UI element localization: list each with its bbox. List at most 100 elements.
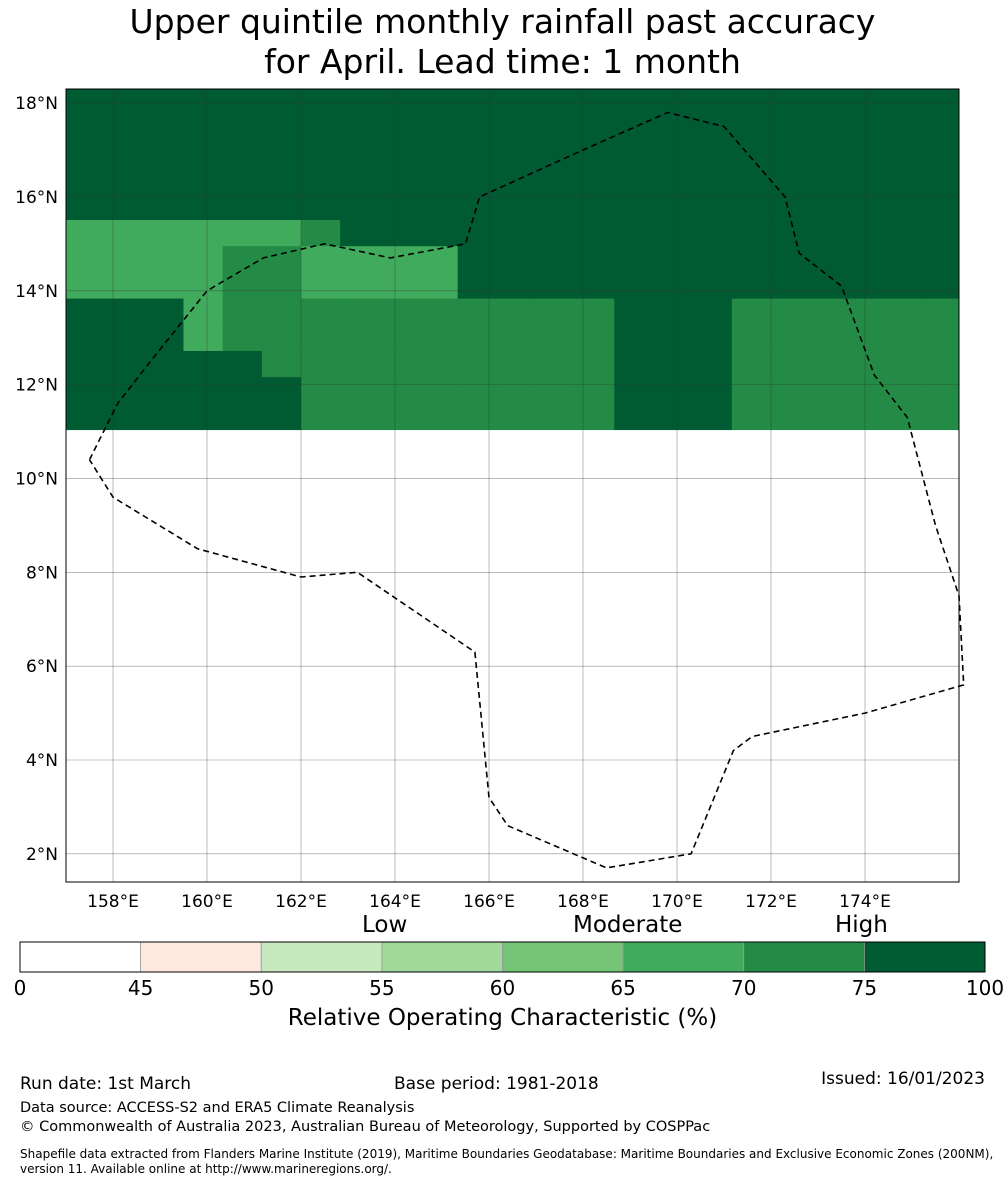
grid-cell <box>888 298 929 326</box>
grid-cell <box>222 89 263 116</box>
grid-cell <box>418 89 459 116</box>
grid-cell <box>183 246 224 273</box>
grid-cell <box>575 141 615 169</box>
run-date: Run date: 1st March <box>20 1074 192 1094</box>
grid-cell <box>300 167 341 195</box>
grid-cell <box>731 272 772 300</box>
grid-cell <box>105 193 145 221</box>
grid-cell <box>496 167 537 195</box>
grid-cell <box>222 115 263 142</box>
grid-cell <box>418 298 459 326</box>
grid-cell <box>300 272 341 300</box>
grid-cell <box>575 115 615 142</box>
grid-cell <box>888 350 929 378</box>
grid-cell <box>457 272 498 300</box>
grid-cell <box>927 403 960 431</box>
grid-cell <box>653 350 694 378</box>
grid-cell <box>692 324 733 352</box>
grid-cell <box>692 350 733 378</box>
grid-cell <box>535 377 576 404</box>
grid-cell <box>731 167 772 195</box>
grid-cell <box>535 324 576 352</box>
grid-cell <box>927 350 960 378</box>
grid-cell <box>457 89 498 116</box>
grid-cell <box>849 115 889 142</box>
grid-cell <box>653 89 694 116</box>
grid-cell <box>457 167 498 195</box>
grid-cell <box>614 298 654 326</box>
grid-cell <box>261 219 302 247</box>
latitude-label: 8°N <box>26 563 58 583</box>
grid-cell <box>496 115 537 142</box>
base-period: Base period: 1981-2018 <box>394 1074 599 1094</box>
grid-cell <box>614 272 654 300</box>
grid-cell <box>66 167 106 195</box>
map-title: Upper quintile monthly rainfall past acc… <box>0 2 1005 82</box>
grid-cell <box>653 377 694 404</box>
grid-cell <box>340 115 380 142</box>
grid-cell <box>614 193 654 221</box>
colorbar-tick-label: 60 <box>490 976 515 1000</box>
grid-cell <box>653 298 694 326</box>
grid-cell <box>849 246 889 273</box>
latitude-label: 16°N <box>15 188 58 208</box>
grid-cell <box>300 115 341 142</box>
grid-cell <box>105 141 145 169</box>
grid-cell <box>183 350 224 378</box>
grid-cell <box>810 219 850 247</box>
latitude-label: 4°N <box>26 751 58 771</box>
longitude-label: 168°E <box>557 892 609 910</box>
grid-cell <box>340 403 380 431</box>
grid-cell <box>496 403 537 431</box>
grid-cell <box>575 377 615 404</box>
grid-cell <box>575 89 615 116</box>
grid-cell <box>105 324 145 352</box>
grid-cell <box>261 377 302 404</box>
grid-cell <box>340 377 380 404</box>
grid-cell <box>614 324 654 352</box>
shapefile-credit-line-1: Shapefile data extracted from Flanders M… <box>20 1147 994 1161</box>
grid-cell <box>183 377 224 404</box>
grid-cell <box>731 219 772 247</box>
grid-cell <box>183 141 224 169</box>
grid-cell <box>183 403 224 431</box>
latitude-label: 12°N <box>15 376 58 396</box>
grid-cell <box>261 272 302 300</box>
grid-cell <box>66 141 106 169</box>
grid-cell <box>496 298 537 326</box>
colorbar: 0 45 50 55 60 65 70 75 100 <box>14 941 1004 1000</box>
grid-cell <box>66 377 106 404</box>
grid-cell <box>927 115 960 142</box>
grid-cell <box>379 350 419 378</box>
grid-cell <box>105 272 145 300</box>
grid-cell <box>888 141 929 169</box>
grid-cell <box>379 141 419 169</box>
grid-cell <box>261 167 302 195</box>
grid-cell <box>810 377 850 404</box>
grid-cell <box>535 193 576 221</box>
grid-cell <box>144 403 184 431</box>
colorbar-bin <box>743 941 865 973</box>
grid-cell <box>692 377 733 404</box>
grid-cell <box>810 403 850 431</box>
grid-cell <box>261 89 302 116</box>
grid-cell <box>300 89 341 116</box>
longitude-label: 174°E <box>839 892 891 910</box>
grid-cell <box>770 272 811 300</box>
grid-cell <box>731 115 772 142</box>
grid-cell <box>261 403 302 431</box>
grid-cell <box>418 272 459 300</box>
grid-cell <box>144 377 184 404</box>
grid-cell <box>66 350 106 378</box>
grid-cell <box>653 193 694 221</box>
grid-cell <box>457 377 498 404</box>
grid-cell <box>653 141 694 169</box>
grid-cell <box>340 246 380 273</box>
grid-cell <box>105 89 145 116</box>
grid-cell <box>535 167 576 195</box>
grid-cell <box>888 89 929 116</box>
grid-cell <box>418 324 459 352</box>
grid-cell <box>261 141 302 169</box>
grid-cell <box>418 403 459 431</box>
grid-cell <box>66 324 106 352</box>
